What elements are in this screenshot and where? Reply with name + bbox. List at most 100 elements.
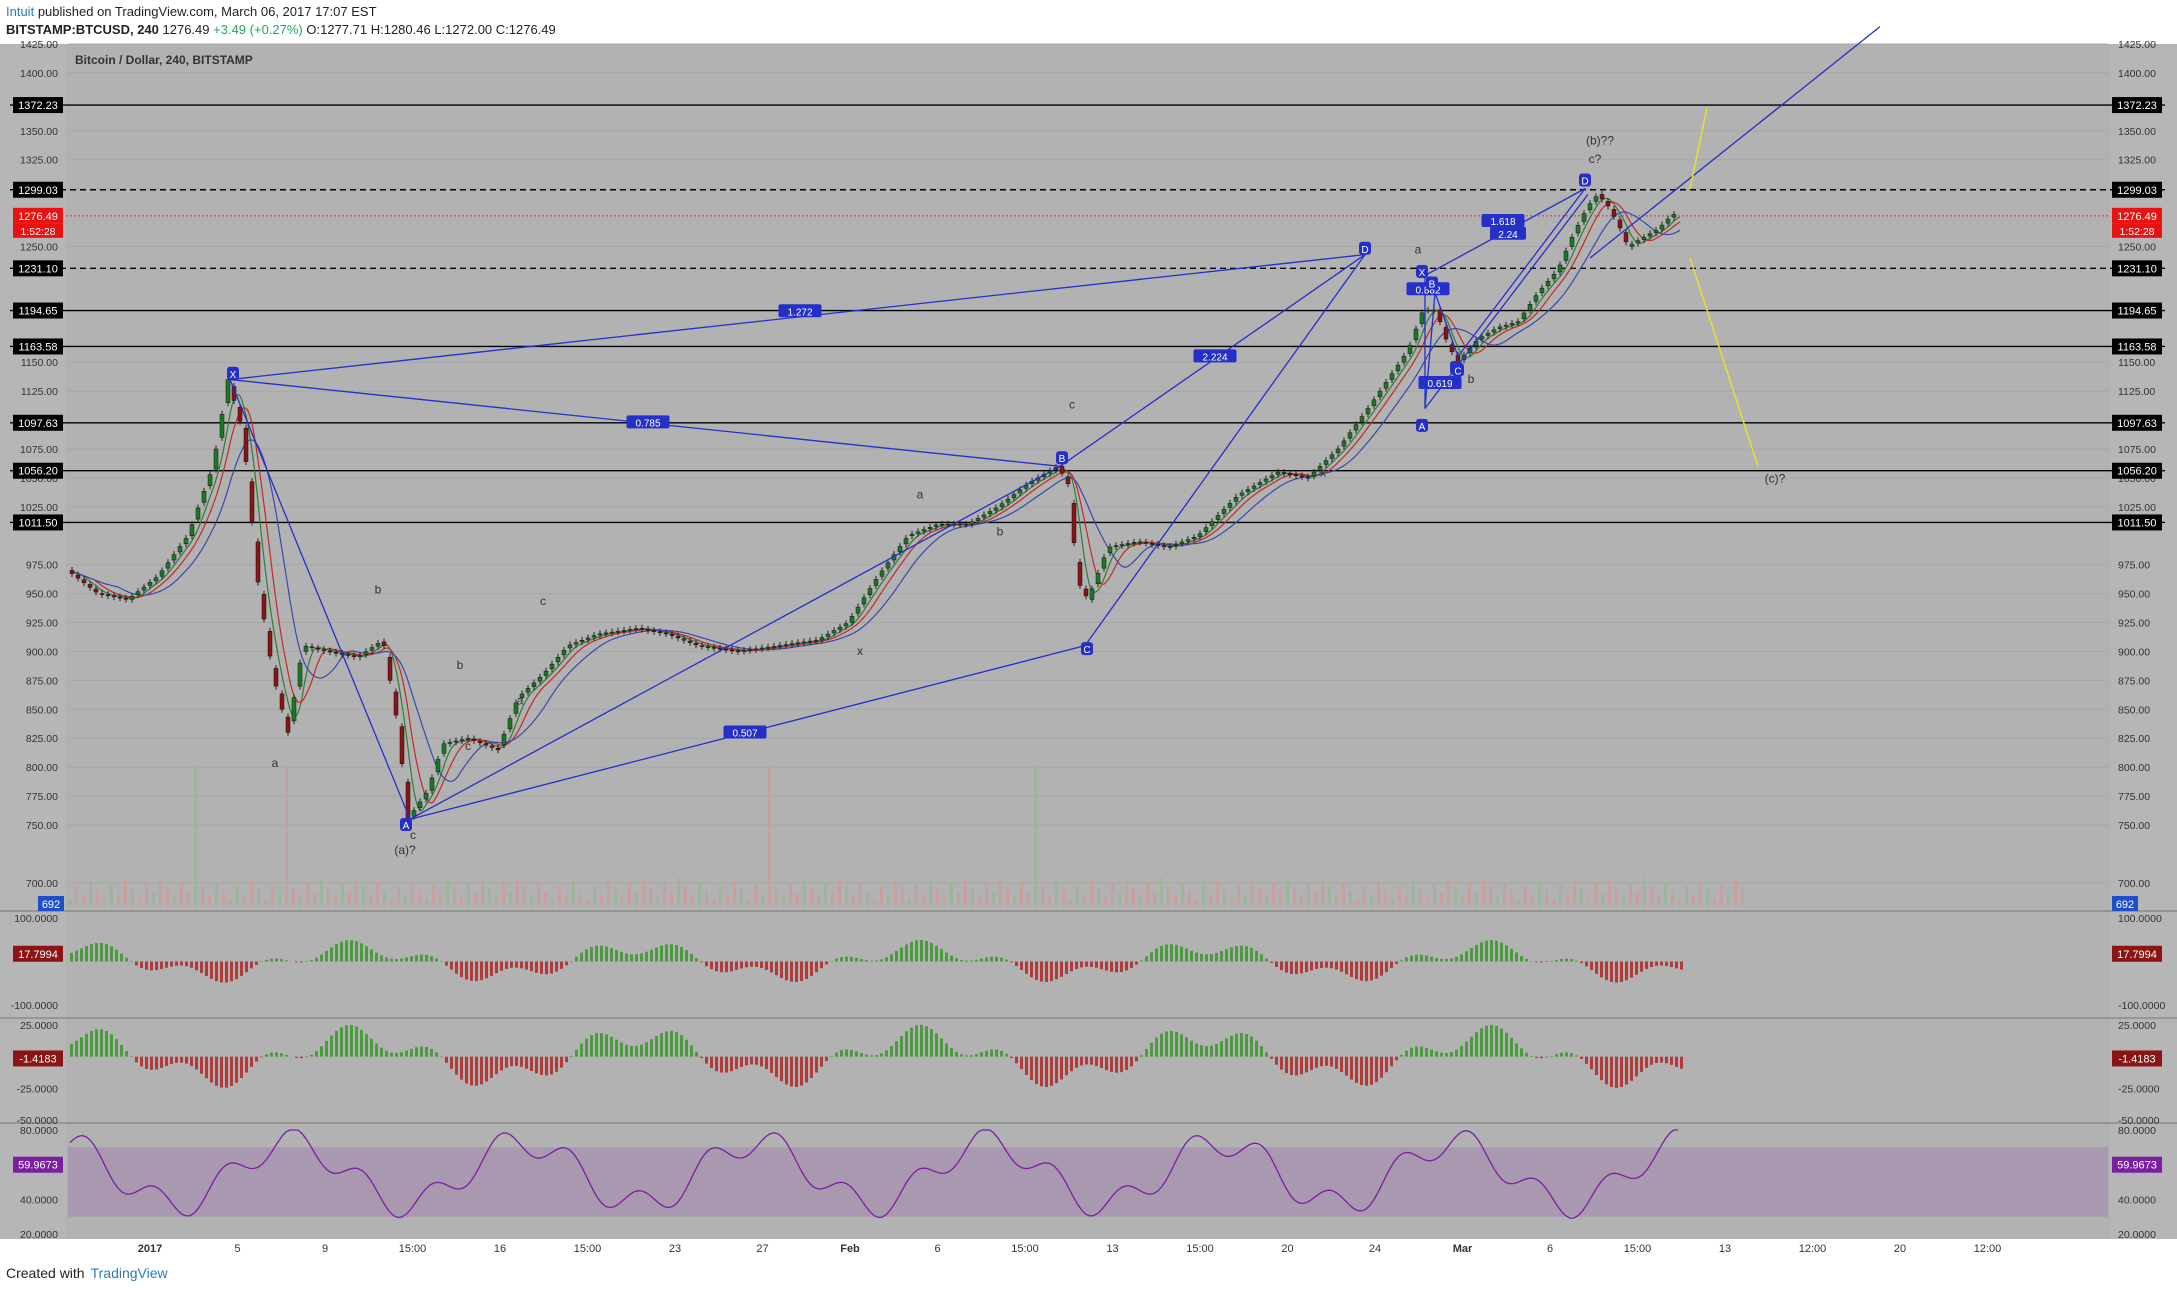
volume-bar — [1174, 896, 1177, 906]
candle-body — [1125, 543, 1131, 545]
level-tag-left — [13, 338, 63, 355]
oscillator-1-histogram-bar — [605, 946, 608, 962]
candle-body — [1485, 333, 1491, 336]
oscillator-1-histogram-bar — [330, 947, 333, 962]
oscillator-2-histogram-bar — [1645, 1056, 1648, 1068]
oscillator-2-histogram-bar — [690, 1045, 693, 1057]
volume-bar — [544, 891, 547, 906]
oscillator-1-histogram-bar — [865, 960, 868, 962]
oscillator-1-histogram-bar — [750, 961, 753, 967]
candle-body — [1671, 214, 1677, 218]
oscillator-1-histogram-bar — [860, 959, 863, 962]
oscillator-1-histogram-bar — [1115, 961, 1118, 973]
oscillator-1-histogram-bar — [515, 961, 518, 968]
candle-body — [1095, 573, 1101, 585]
oscillator-2-histogram-bar — [610, 1036, 613, 1057]
rsi-last-label-left: 59.9673 — [18, 1160, 58, 1172]
price-tick-right: 850.00 — [2118, 704, 2150, 716]
volume-bar — [670, 892, 673, 906]
oscillator-2-histogram-bar — [1380, 1056, 1383, 1078]
volume-bar — [495, 897, 498, 906]
oscillator-1-histogram-bar — [1315, 961, 1318, 969]
oscillator-1-histogram-bar — [785, 961, 788, 981]
oscillator-2-histogram-bar — [1435, 1051, 1438, 1057]
oscillator-2-last-tag-right — [2112, 1050, 2162, 1067]
level-label-left: 1231.10 — [18, 263, 58, 275]
oscillator-2-histogram-bar — [190, 1056, 193, 1066]
candle-body — [855, 606, 861, 614]
oscillator-1-histogram-bar — [1540, 961, 1543, 963]
volume-bar — [383, 891, 386, 906]
candle-body — [597, 633, 603, 636]
candle-body — [867, 588, 873, 596]
pattern-point-badge — [400, 818, 412, 832]
oscillator-1-histogram-bar — [1080, 961, 1083, 968]
candle-body — [1413, 328, 1419, 341]
volume-bar — [789, 884, 792, 906]
tradingview-logo-link[interactable]: TradingView — [90, 1265, 168, 1281]
volume-bar — [1489, 887, 1492, 906]
price-tick-left: 1350.00 — [20, 126, 58, 138]
oscillator-2-histogram-bar — [280, 1053, 283, 1057]
oscillator-1-histogram-bar — [185, 961, 188, 967]
oscillator-1-histogram-bar — [805, 961, 808, 979]
rsi-last-tag-left — [13, 1156, 63, 1173]
oscillator-1-histogram-bar — [765, 961, 768, 970]
oscillator-2-histogram-bar — [920, 1024, 923, 1057]
oscillator-2-histogram-bar — [210, 1056, 213, 1083]
publisher-link[interactable]: Intuit — [6, 4, 35, 19]
volume-bar — [1657, 896, 1660, 906]
candle-body — [1065, 476, 1071, 484]
oscillator-2-histogram-bar — [395, 1052, 398, 1057]
price-tick-right: 1325.00 — [2118, 155, 2156, 167]
oscillator-1-histogram-bar — [1090, 961, 1093, 967]
oscillator-1-histogram-bar — [670, 944, 673, 962]
candle-body — [915, 531, 921, 534]
level-tag-right — [2112, 514, 2162, 531]
oscillator-2-histogram-bar — [320, 1046, 323, 1057]
oscillator-2-histogram-bar — [580, 1043, 583, 1057]
candle-body — [435, 759, 441, 773]
oscillator-1-histogram-bar — [1235, 946, 1238, 962]
oscillator-2-histogram-bar — [1610, 1056, 1613, 1087]
volume-bar — [901, 890, 904, 906]
oscillator-1-histogram-bar — [1360, 961, 1363, 981]
last-price: 1276.49 — [162, 22, 210, 37]
volume-bar — [173, 897, 176, 906]
candle-body — [807, 640, 813, 643]
volume-bar — [677, 878, 680, 906]
oscillator-2-histogram-bar — [1415, 1046, 1418, 1057]
oscillator-2-histogram-bar — [1545, 1056, 1548, 1058]
oscillator-1-histogram-bar — [125, 957, 128, 962]
candle-body — [153, 577, 159, 582]
oscillator-2-histogram-bar — [1025, 1056, 1028, 1075]
oscillator-1-histogram-bar — [660, 945, 663, 962]
pattern-leg — [1589, 26, 1881, 259]
oscillator-1-histogram-bar — [935, 945, 938, 962]
oscillator-2-histogram-bar — [575, 1049, 578, 1057]
oscillator-2-histogram-bar — [375, 1043, 378, 1057]
volume-bar — [817, 897, 820, 906]
volume-bar — [1454, 888, 1457, 906]
price-chart[interactable]: Bitcoin / Dollar, 240, BITSTAMP 1425.00 14… — [0, 0, 2177, 1260]
candle-body — [1569, 236, 1575, 247]
candle-body — [969, 521, 975, 525]
candle-body — [195, 507, 201, 520]
candle-body — [885, 562, 891, 569]
volume-bar — [635, 893, 638, 906]
moving-average-mid — [69, 201, 1681, 804]
volume-bar — [145, 884, 148, 906]
oscillator-2-histogram-bar — [315, 1051, 318, 1057]
candle-body — [1215, 515, 1221, 520]
candle-body — [363, 651, 369, 655]
oscillator-1-histogram-bar — [950, 955, 953, 962]
oscillator-2-histogram-bar — [910, 1027, 913, 1057]
volume-bar — [831, 892, 834, 906]
volume-bar — [572, 881, 575, 906]
oscillator-2-histogram-bar — [1660, 1056, 1663, 1063]
ratio-label: 0.882 — [1415, 285, 1440, 296]
rsi-tick-right: 40.0000 — [2118, 1194, 2156, 1206]
oscillator-1-histogram-bar — [1260, 954, 1263, 962]
price-tick-right: 925.00 — [2118, 618, 2150, 630]
volume-bar — [404, 895, 407, 906]
